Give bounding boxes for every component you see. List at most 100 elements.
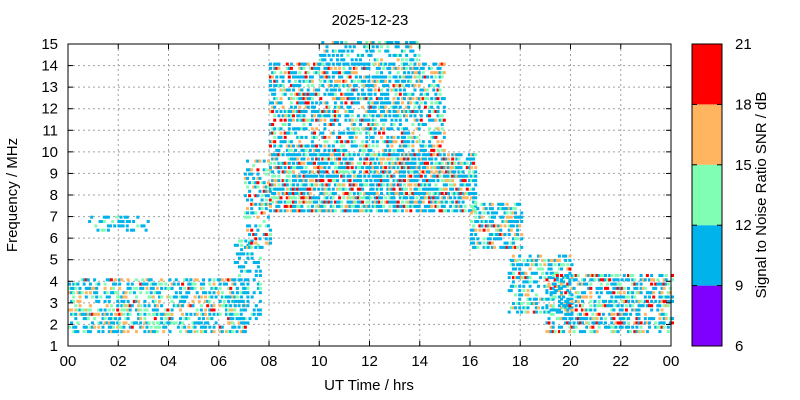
snr-point (398, 183, 402, 187)
snr-point (367, 174, 371, 178)
snr-point (514, 306, 517, 310)
snr-point (139, 304, 143, 308)
snr-point (363, 209, 367, 213)
colorbar-tick-label: 21 (735, 36, 752, 53)
snr-point (125, 224, 129, 228)
snr-point (283, 118, 287, 122)
snr-point (356, 114, 360, 118)
snr-point (528, 284, 532, 288)
snr-point (530, 302, 534, 305)
snr-point (183, 325, 187, 329)
snr-point (461, 196, 465, 200)
snr-point (516, 302, 520, 305)
snr-point (495, 228, 499, 232)
snr-point (298, 84, 302, 88)
snr-point (126, 299, 130, 303)
snr-point (470, 161, 473, 165)
snr-point (300, 97, 304, 101)
snr-point (329, 153, 333, 157)
snr-point (423, 123, 427, 126)
snr-point (380, 114, 383, 118)
snr-point (444, 200, 448, 204)
snr-point (292, 183, 295, 187)
snr-point (346, 161, 350, 165)
snr-point (321, 166, 325, 170)
snr-point (467, 153, 471, 157)
snr-point (321, 183, 325, 187)
snr-point (474, 170, 478, 174)
snr-point (238, 256, 241, 260)
snr-point (375, 204, 379, 208)
colorbar-tick-label: 6 (735, 338, 743, 355)
snr-point (453, 196, 457, 200)
snr-point (289, 105, 293, 109)
snr-point (321, 110, 325, 113)
snr-point (271, 101, 275, 105)
snr-point (340, 200, 344, 204)
snr-point (467, 157, 471, 161)
snr-point (116, 308, 120, 312)
snr-point (373, 174, 377, 178)
snr-point (120, 299, 124, 303)
snr-point (522, 271, 526, 275)
snr-point (275, 148, 279, 152)
snr-point (398, 204, 402, 208)
snr-point (126, 312, 130, 316)
snr-point (382, 62, 386, 66)
snr-point (568, 293, 572, 297)
snr-point (428, 187, 432, 191)
snr-point (336, 183, 339, 187)
snr-point (382, 92, 386, 96)
snr-point (365, 114, 369, 118)
snr-point (258, 256, 262, 260)
snr-point (212, 325, 216, 329)
snr-point (310, 209, 314, 213)
snr-point (354, 62, 358, 66)
snr-point (430, 97, 434, 101)
snr-point (417, 174, 421, 178)
snr-point (365, 84, 369, 88)
snr-point (627, 325, 630, 329)
snr-point (348, 97, 352, 101)
snr-point (233, 304, 237, 308)
snr-point (204, 321, 208, 325)
snr-point (505, 245, 509, 249)
snr-point (627, 291, 630, 295)
snr-point (120, 330, 124, 334)
snr-point (308, 161, 312, 165)
snr-point (279, 153, 283, 157)
snr-point (220, 291, 224, 295)
snr-point (388, 187, 392, 191)
snr-point (509, 211, 513, 215)
snr-point (386, 179, 390, 183)
snr-point (400, 161, 404, 165)
snr-point (336, 135, 339, 139)
snr-point (419, 174, 423, 178)
snr-point (514, 207, 517, 211)
snr-point (160, 317, 164, 321)
snr-point (560, 317, 563, 321)
snr-point (449, 196, 453, 200)
snr-point (310, 131, 314, 135)
snr-point (296, 144, 300, 148)
snr-point (227, 304, 231, 308)
snr-point (279, 71, 283, 75)
snr-point (344, 45, 348, 49)
snr-point (254, 159, 258, 163)
snr-point (319, 84, 323, 88)
snr-point (210, 308, 214, 312)
snr-point (300, 170, 304, 174)
snr-point (656, 308, 660, 312)
snr-point (283, 192, 287, 195)
snr-point (229, 286, 233, 290)
snr-point (256, 168, 260, 172)
x-tick-label: 02 (110, 353, 127, 370)
snr-point (411, 84, 415, 88)
snr-point (407, 97, 411, 101)
snr-point (528, 297, 532, 301)
snr-point (315, 127, 319, 131)
snr-point (520, 310, 524, 314)
snr-point (325, 62, 329, 66)
snr-point (566, 274, 570, 277)
snr-point (283, 161, 287, 165)
